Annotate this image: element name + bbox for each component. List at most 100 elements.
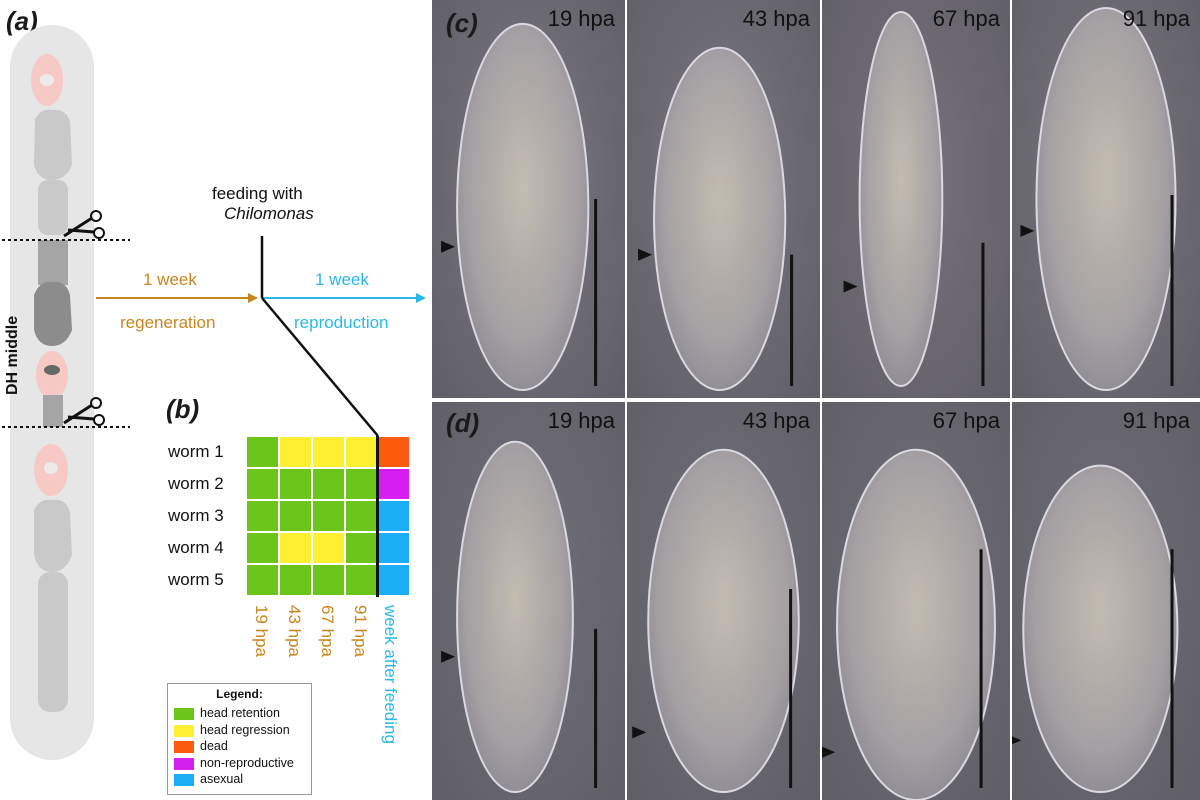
- legend-item-label: dead: [200, 739, 228, 753]
- time-column-text: 19 hpa: [252, 605, 271, 657]
- worm-row-label: worm 5: [168, 570, 224, 589]
- arrowhead-marker: [822, 746, 836, 758]
- feeding-label-line1: feeding with: [212, 184, 303, 203]
- grid-cell: [246, 468, 279, 500]
- legend-swatch: [174, 757, 194, 770]
- arrowhead-marker: [1012, 736, 1022, 745]
- timepoint-label: 91 hpa: [1122, 408, 1190, 433]
- micrograph-c-3: 67 hpa: [822, 0, 1010, 398]
- panel-d-label: (d): [446, 408, 480, 438]
- worm-micrograph: [638, 46, 794, 392]
- timepoint-label: 43 hpa: [742, 408, 810, 433]
- arrow1-phase: regeneration: [120, 313, 216, 332]
- worm-row-label: worm 1: [168, 442, 224, 461]
- grid-cell: [345, 436, 378, 468]
- grid-cell: [345, 532, 378, 564]
- legend-title: Legend:: [216, 687, 263, 701]
- timepoint-label: 19 hpa: [547, 408, 615, 433]
- legend-item-label: head regression: [200, 722, 290, 737]
- arrowhead-marker: [441, 240, 456, 253]
- timepoint-label: 19 hpa: [547, 6, 615, 31]
- worm-micrograph: [441, 440, 598, 794]
- grid-cell: [246, 436, 279, 468]
- arrowhead-marker: [1020, 224, 1035, 237]
- grid-cell: [279, 532, 312, 564]
- worm-body: [647, 448, 800, 794]
- arrow2-phase: reproduction: [294, 313, 389, 332]
- worm-micrograph: [843, 10, 985, 388]
- timepoint-label: 43 hpa: [742, 6, 810, 31]
- micrograph-c-2: 43 hpa: [627, 0, 820, 398]
- worm-micrograph: [822, 448, 996, 800]
- legend: Legend: head retention head regression dea…: [167, 683, 312, 795]
- legend-swatch: [174, 724, 194, 737]
- worm-body: [456, 22, 590, 392]
- outcome-cell: [378, 564, 410, 596]
- timepoint-label: 91 hpa: [1122, 6, 1190, 31]
- worm-row-label: worm 2: [168, 474, 224, 493]
- worm-body: [456, 440, 574, 794]
- legend-swatch: [174, 708, 194, 720]
- arrowhead-marker: [638, 248, 653, 261]
- week-after-feeding-label: week after feeding: [381, 605, 400, 744]
- micrograph-c-4: 91 hpa: [1012, 0, 1200, 398]
- worm-row-label: worm 3: [168, 506, 224, 525]
- arrowhead-marker: [632, 726, 647, 739]
- legend-swatch: [174, 741, 194, 753]
- worm-body: [653, 46, 787, 392]
- grid-cell: [345, 500, 378, 532]
- outcome-cell: [378, 500, 410, 532]
- grid-cell: [312, 532, 345, 564]
- grid-cell: [246, 564, 279, 596]
- grid-cell: [279, 468, 312, 500]
- feeding-label-line2: Chilomonas: [224, 204, 314, 223]
- micrograph-d-3: 67 hpa: [822, 402, 1010, 800]
- worm-row-label: worm 4: [168, 538, 224, 557]
- timepoint-label: 67 hpa: [932, 408, 1000, 433]
- micrograph-d-2: 43 hpa: [627, 402, 820, 800]
- micrograph-d-4: 91 hpa: [1012, 402, 1200, 800]
- grid-cell: [312, 468, 345, 500]
- arrowhead-marker: [843, 280, 858, 293]
- outcome-cell: [378, 532, 410, 564]
- legend-swatch: [174, 774, 194, 786]
- grid-cell: [312, 564, 345, 596]
- worm-micrograph: [1020, 6, 1177, 392]
- arrowhead-marker: [441, 650, 456, 663]
- worm-body: [1022, 464, 1179, 794]
- grid-cell: [246, 500, 279, 532]
- legend-item-label: non-reproductive: [200, 755, 294, 770]
- grid-cell: [312, 436, 345, 468]
- outcome-cell: [378, 436, 410, 468]
- scissors-icon: [63, 397, 105, 426]
- legend-item-label: asexual: [200, 772, 244, 786]
- time-column-text: 91 hpa: [351, 605, 370, 657]
- outcome-separator: [376, 436, 379, 597]
- worm-micrograph: [1012, 464, 1179, 794]
- grid-cell: [246, 532, 279, 564]
- arrow1-duration: 1 week: [143, 270, 197, 289]
- worm-body: [858, 10, 944, 388]
- grid-cell: [279, 500, 312, 532]
- worm-schematic: [2, 25, 130, 760]
- worm-micrograph: [441, 22, 598, 392]
- micrograph-d-1: 19 hpa: [432, 402, 625, 800]
- legend-item-label: head retention: [200, 706, 280, 720]
- micrograph-c-1: 19 hpa: [432, 0, 625, 398]
- grid-cell: [345, 468, 378, 500]
- panel-c-label: (c): [446, 8, 478, 38]
- grid-cell: [312, 500, 345, 532]
- timeline-arrows: [96, 236, 426, 437]
- time-column-text: 67 hpa: [318, 605, 337, 657]
- worm-body: [836, 448, 996, 800]
- arrow2-duration: 1 week: [315, 270, 369, 289]
- grid-cell: [279, 436, 312, 468]
- worm-micrograph: [632, 448, 800, 794]
- timepoint-label: 67 hpa: [932, 6, 1000, 31]
- outcome-cell: [378, 468, 410, 500]
- grid-cell: [345, 564, 378, 596]
- time-column-text: 43 hpa: [285, 605, 304, 657]
- scissors-icon: [63, 210, 105, 239]
- grid-cell: [279, 564, 312, 596]
- panel-b-label: (b): [166, 394, 200, 424]
